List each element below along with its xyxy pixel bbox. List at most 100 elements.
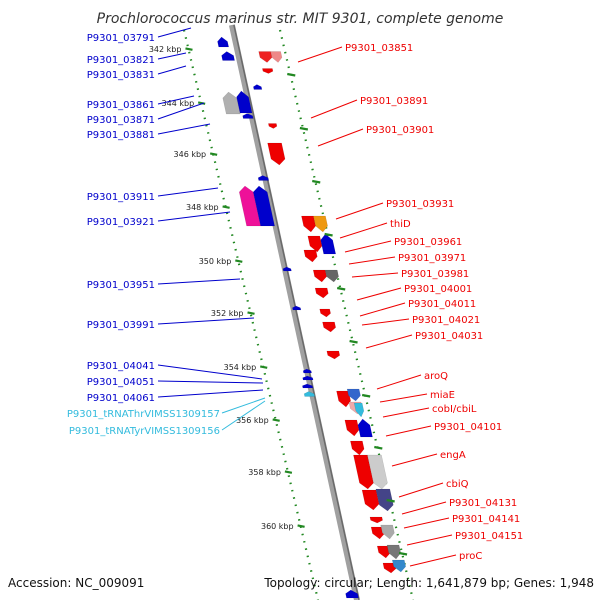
right-gene-label: P9301_04031 (415, 331, 483, 342)
gene-feature (221, 51, 235, 61)
gene-feature (242, 113, 254, 119)
gene-feature (302, 368, 312, 374)
right-gene-label: P9301_03981 (401, 269, 469, 280)
leader-line (403, 517, 450, 529)
gene-feature (353, 454, 374, 490)
right-gene-label: P9301_03851 (345, 43, 413, 54)
gene-feature (324, 269, 339, 283)
gene-feature (314, 287, 329, 299)
gene-feature (236, 90, 253, 114)
gene-feature (267, 142, 286, 166)
kbp-label: 348 kbp (186, 203, 219, 212)
right-gene-label: P9301_04101 (434, 422, 502, 433)
leader-line (356, 287, 402, 301)
gene-feature (326, 350, 341, 360)
kbp-label: 352 kbp (211, 309, 244, 318)
gene-feature (346, 388, 361, 402)
gene-feature (344, 419, 360, 437)
leader-line (157, 187, 219, 197)
gene-feature (350, 440, 365, 456)
right-gene-label: P9301_03891 (360, 96, 428, 107)
gene-feature (312, 269, 327, 283)
leader-line (310, 99, 358, 119)
gene-feature (270, 51, 283, 63)
right-gene-label: miaE (430, 390, 455, 401)
left-gene-label: P9301_03991 (87, 320, 155, 331)
leader-line (221, 397, 266, 414)
leader-line (297, 46, 343, 63)
gene-feature (303, 391, 316, 397)
gene-feature (361, 489, 380, 511)
gene-features (217, 36, 406, 599)
right-gene-label: engA (440, 450, 466, 461)
gene-labels: P9301_03791 P9301_03821 P9301_03831 P9301_0… (67, 33, 523, 562)
left-gene-label: P9301_03921 (87, 217, 155, 228)
accession-text: Accession: NC_009091 (8, 576, 145, 590)
leader-line (348, 256, 396, 265)
gene-feature (345, 589, 359, 599)
kbp-label: 356 kbp (236, 416, 269, 425)
leader-line (382, 407, 430, 418)
right-gene-label: P9301_03961 (394, 237, 462, 248)
gene-feature (303, 249, 318, 263)
gene-feature (386, 544, 402, 560)
gene-feature (301, 215, 316, 233)
gene-feature (268, 123, 278, 129)
gene-feature (322, 321, 336, 333)
gene-feature (307, 235, 323, 253)
gene-feature (391, 559, 406, 573)
inner-dotted-guide (278, 29, 415, 600)
kbp-label: 358 kbp (248, 468, 281, 477)
kbp-label: 360 kbp (261, 522, 294, 531)
leader-line (379, 393, 428, 403)
gene-feature (302, 383, 314, 389)
inner-tick (398, 551, 408, 556)
gene-feature (253, 84, 263, 90)
leader-line (385, 425, 432, 437)
leader-line (157, 389, 264, 398)
right-gene-label: P9301_03931 (386, 199, 454, 210)
leader-line (157, 278, 241, 285)
inner-tick (299, 126, 309, 131)
backbone-shadow (233, 24, 360, 600)
right-gene-label: aroQ (424, 371, 448, 382)
kbp-tick (247, 311, 255, 315)
left-gene-label: P9301_tRNATyrVIMSS1309156 (69, 426, 220, 437)
leader-line (365, 334, 413, 349)
right-gene-label: P9301_04131 (449, 498, 517, 509)
inner-tick (349, 339, 358, 344)
leader-line (344, 240, 392, 253)
right-gene-label: P9301_03971 (398, 253, 466, 264)
backbone-bar (228, 24, 360, 600)
kbp-tick (209, 152, 218, 156)
kbp-ruler: 342 kbp 344 kbp 346 kbp 348 kbp 350 kbp 352 k… (149, 45, 408, 556)
leader-line (221, 400, 266, 431)
gene-feature (382, 562, 397, 574)
leader-line (406, 534, 453, 546)
left-gene-label: P9301_03881 (87, 130, 155, 141)
kbp-tick (260, 365, 268, 369)
left-gene-label: P9301_03791 (87, 33, 155, 44)
kbp-tick (297, 524, 305, 528)
kbp-tick (284, 470, 293, 474)
right-gene-label: P9301_03901 (366, 125, 434, 136)
gene-feature (292, 305, 302, 311)
kbp-tick (185, 47, 193, 51)
gene-feature (238, 185, 261, 227)
label-leaders (157, 27, 457, 567)
leader-line (157, 102, 205, 120)
kbp-label: 344 kbp (162, 99, 195, 108)
genome-backbone (228, 24, 360, 600)
right-gene-label: P9301_04001 (404, 284, 472, 295)
gene-feature (262, 68, 274, 74)
leader-line (398, 482, 444, 498)
leader-line (409, 554, 457, 567)
topology-text: Topology: circular; Length: 1,641,879 bp… (264, 576, 594, 590)
left-gene-label: P9301_03821 (87, 55, 155, 66)
map-title: Prochlorococcus marinus str. MIT 9301, c… (97, 11, 504, 27)
kbp-tick (197, 101, 206, 105)
gene-feature (357, 418, 373, 438)
right-gene-label: proC (459, 551, 482, 562)
gene-feature (319, 308, 331, 318)
